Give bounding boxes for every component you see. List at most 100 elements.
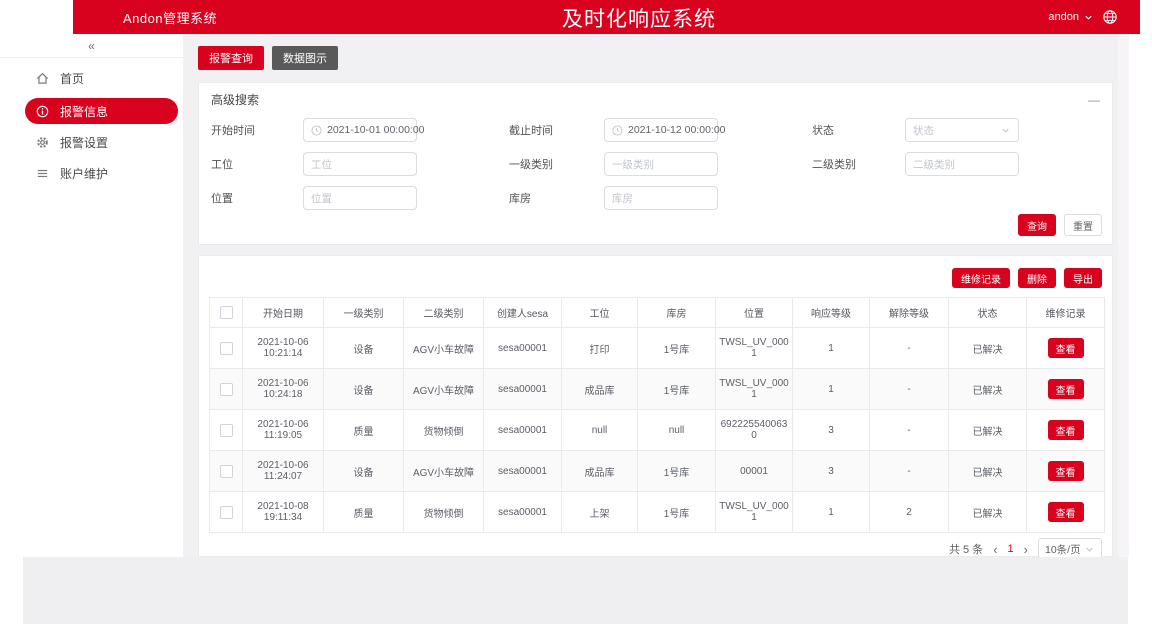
language-globe-icon[interactable] (1102, 9, 1118, 25)
view-button[interactable]: 查看 (1047, 338, 1084, 358)
sidebar-collapse-button[interactable]: « (0, 34, 183, 58)
column-header: 创建人sesa (483, 297, 562, 328)
view-button[interactable]: 查看 (1047, 379, 1084, 399)
category1-input[interactable]: 一级类别 (604, 152, 718, 176)
cell-response-level: 3 (792, 450, 870, 492)
collapse-search-icon[interactable]: — (1088, 92, 1100, 107)
cell-station: 成品库 (561, 450, 638, 492)
cell-creator: sesa00001 (483, 368, 562, 410)
home-icon (36, 72, 49, 84)
view-button[interactable]: 查看 (1047, 420, 1084, 440)
column-header: 维修记录 (1026, 297, 1105, 328)
delete-button[interactable]: 删除 (1018, 268, 1056, 288)
select-all-checkbox[interactable] (219, 306, 233, 319)
gear-icon (37, 136, 48, 148)
sidebar-item-home[interactable]: 首页 (25, 64, 178, 93)
end-time-value: 2021-10-12 00:00:00 (628, 124, 726, 136)
sidebar-item-label: 首页 (60, 72, 85, 86)
warehouse-input[interactable]: 库房 (604, 186, 718, 210)
prev-page-button[interactable]: ‹ (993, 541, 998, 557)
cell-station: null (561, 409, 638, 451)
cell-category2: AGV小车故障 (403, 450, 484, 492)
cell-category2: AGV小车故障 (403, 327, 484, 369)
row-checkbox[interactable] (219, 382, 233, 396)
column-header: 解除等级 (869, 297, 949, 328)
page-size-select[interactable]: 10条/页 (1038, 538, 1102, 560)
cell-date: 2021-10-06 10:21:14 (242, 327, 324, 369)
cell-station: 成品库 (561, 368, 638, 410)
cell-resolve-level: 2 (869, 491, 949, 533)
user-area: andon (1048, 0, 1118, 34)
collapse-icon: « (88, 38, 95, 53)
row-checkbox[interactable] (219, 423, 233, 437)
repair-records-button[interactable]: 维修记录 (952, 268, 1010, 288)
cell-resolve-level: - (869, 450, 949, 492)
start-time-input[interactable]: 2021-10-01 00:00:00 (303, 118, 425, 142)
next-page-button[interactable]: › (1023, 541, 1028, 557)
column-header: 开始日期 (242, 297, 324, 328)
category2-input[interactable]: 二级类别 (905, 152, 1019, 176)
column-header: 工位 (561, 297, 638, 328)
row-checkbox[interactable] (219, 505, 233, 519)
table-row: 2021-10-08 19:11:34 质量 货物倾倒 sesa00001 上架… (209, 491, 1105, 533)
search-card-title: 高级搜索 (211, 93, 260, 107)
results-card: 维修记录 删除 导出 开始日期 一级类别 二级类别 创建人sesa 工位 库房 位置 响应等级… (198, 255, 1113, 560)
row-checkbox[interactable] (219, 464, 233, 478)
status-label: 状态 (812, 125, 834, 137)
table-row: 2021-10-06 11:19:05 质量 货物倾倒 sesa00001 nu… (209, 409, 1105, 451)
view-button[interactable]: 查看 (1047, 502, 1084, 522)
chevron-down-icon (1086, 547, 1093, 552)
cell-category1: 质量 (323, 409, 404, 451)
current-page[interactable]: 1 (1007, 543, 1014, 555)
sidebar-menu: 首页 报警信息 报警设置 账户维护 (0, 58, 183, 186)
sidebar-item-alarm-info[interactable]: 报警信息 (25, 98, 178, 124)
search-form: 开始时间 2021-10-01 00:00:00 截止时间 2021-10-12… (199, 108, 1112, 210)
cell-station: 上架 (561, 491, 638, 533)
table-row: 2021-10-06 11:24:07 设备 AGV小车故障 sesa00001… (209, 450, 1105, 492)
cell-status: 已解决 (948, 327, 1027, 369)
position-label: 位置 (211, 193, 233, 205)
query-button[interactable]: 查询 (1018, 214, 1056, 236)
table-header-row: 开始日期 一级类别 二级类别 创建人sesa 工位 库房 位置 响应等级 解除等级 状态 维修记录 (209, 297, 1105, 328)
view-button[interactable]: 查看 (1047, 461, 1084, 481)
sidebar-item-account[interactable]: 账户维护 (25, 160, 178, 186)
cell-category1: 设备 (323, 450, 404, 492)
tab-data-chart[interactable]: 数据图示 (272, 46, 338, 70)
cell-status: 已解决 (948, 450, 1027, 492)
cell-status: 已解决 (948, 368, 1027, 410)
cell-status: 已解决 (948, 491, 1027, 533)
end-time-input[interactable]: 2021-10-12 00:00:00 (604, 118, 726, 142)
chevron-down-icon (1002, 128, 1009, 133)
status-select[interactable]: 状态 (905, 118, 1019, 142)
sidebar-item-alarm-settings[interactable]: 报警设置 (25, 129, 178, 155)
clock-icon (311, 124, 322, 136)
column-header: 响应等级 (792, 297, 870, 328)
clock-icon (612, 124, 623, 136)
cell-warehouse: 1号库 (637, 368, 716, 410)
warehouse-label: 库房 (509, 193, 531, 205)
cell-date: 2021-10-06 10:24:18 (242, 368, 324, 410)
cell-category2: AGV小车故障 (403, 368, 484, 410)
sidebar-item-label: 账户维护 (60, 166, 109, 181)
user-menu[interactable]: andon (1048, 11, 1094, 23)
table-row: 2021-10-06 10:21:14 设备 AGV小车故障 sesa00001… (209, 327, 1105, 369)
cell-category1: 设备 (323, 327, 404, 369)
cell-date: 2021-10-06 11:19:05 (242, 409, 324, 451)
cell-warehouse: null (637, 409, 716, 451)
position-placeholder: 位置 (311, 192, 332, 205)
scrollbar-track[interactable] (1118, 34, 1129, 557)
column-header: 位置 (715, 297, 793, 328)
cell-response-level: 1 (792, 491, 870, 533)
user-name-label: andon (1048, 11, 1079, 23)
station-placeholder: 工位 (311, 158, 332, 171)
pagination: 共 5 条 ‹ 1 › 10条/页 (949, 538, 1102, 560)
station-input[interactable]: 工位 (303, 152, 417, 176)
column-header: 库房 (637, 297, 716, 328)
reset-button[interactable]: 重置 (1064, 214, 1102, 236)
tab-alarm-query[interactable]: 报警查询 (198, 46, 264, 70)
start-time-label: 开始时间 (211, 125, 255, 137)
cell-response-level: 1 (792, 327, 870, 369)
export-button[interactable]: 导出 (1064, 268, 1102, 288)
row-checkbox[interactable] (219, 341, 233, 355)
position-input[interactable]: 位置 (303, 186, 417, 210)
